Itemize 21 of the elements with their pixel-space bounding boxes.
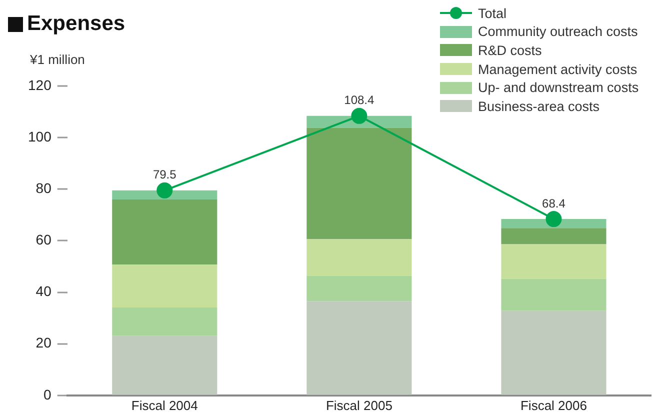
x-tick-label: Fiscal 2006 — [520, 398, 587, 413]
data-label: 79.5 — [152, 168, 177, 182]
y-tick-label: 100 — [28, 128, 52, 144]
y-tick-label: 120 — [28, 76, 52, 93]
y-tick-label: 60 — [36, 232, 52, 248]
y-tick-label: 40 — [36, 283, 52, 300]
y-axis-title: ¥1 million — [30, 52, 85, 67]
data-label: 68.4 — [542, 196, 566, 210]
y-tick-label: 20 — [36, 334, 52, 351]
x-tick-label: Fiscal 2005 — [326, 398, 392, 413]
legend-label: Community outreach costs — [478, 24, 638, 40]
legend-label: Up- and downstream costs — [478, 80, 639, 96]
data-label: 108.4 — [344, 93, 375, 108]
y-tick-label: 80 — [36, 180, 52, 196]
legend-label: Business-area costs — [478, 98, 600, 114]
chart-title: Expenses — [27, 12, 126, 36]
y-tick-label: 0 — [44, 386, 52, 402]
x-tick-label: Fiscal 2004 — [131, 398, 198, 413]
legend-label: Management activity costs — [478, 62, 638, 77]
legend-label: R&D costs — [478, 42, 542, 58]
legend-label: Total — [478, 6, 507, 21]
